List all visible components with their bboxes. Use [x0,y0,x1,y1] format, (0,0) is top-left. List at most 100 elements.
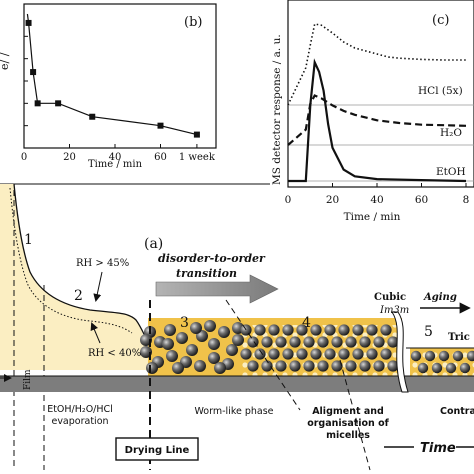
alignment-label-3: micelles [326,430,370,441]
x-tick-label: 40 [109,152,122,163]
micelle [331,360,343,372]
micelle [338,348,350,360]
micelle [431,362,443,374]
micelle [172,362,184,374]
transition-label-1: disorder-to-order [158,252,266,265]
rh-low-label: RH < 40% [88,348,141,359]
micelle [268,324,280,336]
alignment-label-1: Aligment and [312,406,384,417]
x-tick-label: 60 [415,194,428,206]
time-label: Time [420,441,456,456]
worm-like-label: Worm-like phase [194,406,273,417]
data-point [157,122,164,129]
cubic-label: Cubic [374,292,406,303]
micelle [162,338,174,350]
data-point [193,131,200,138]
micelle [254,324,266,336]
micelle [289,336,301,348]
micelle [466,350,474,362]
micelle [176,332,188,344]
micelle [438,350,450,362]
micelle [331,336,343,348]
rh-low-arrow [90,322,101,344]
micelle [268,348,280,360]
alignment-label-2: organisation of [307,418,389,429]
panel-a-schematic: 1 2 3 4 5 (a) RH > 45% RH < 40% disorder… [0,183,474,471]
micelle [366,348,378,360]
x-tick-label: 60 [154,152,167,163]
axis-break-symbol [391,311,409,393]
micelle [214,362,226,374]
film-profile-rh-high [13,183,151,346]
stage-number-5: 5 [424,324,433,340]
stage-divider-4 [339,359,371,471]
x-tick-label: 8 [463,194,470,206]
data-point [34,100,41,107]
micelle [324,324,336,336]
micelle [226,344,238,356]
x-tick-label: 40 [370,194,383,206]
aging-label: Aging [423,292,457,303]
panel-b-ylabel: e/ / [0,52,11,70]
transition-arrow [155,274,279,304]
micelle [352,348,364,360]
cubic-group-label: Im3m [379,305,409,316]
ordered-micelles [240,324,399,372]
evaporation-label-2: evaporation [51,416,108,427]
panel-b-chart: (b) e/ / 0 20 40 60 1 week Time / min [0,3,217,170]
micelle [208,352,220,364]
micelle [261,360,273,372]
micelle [387,336,399,348]
micelle [410,350,422,362]
data-point [30,69,37,76]
micelle [459,362,471,374]
micelle [366,324,378,336]
panel-c-frame [287,0,474,188]
micelle [240,324,252,336]
x-tick-label: 20 [63,152,76,163]
panel-b-points [25,19,200,138]
micelle [317,360,329,372]
micelle [387,360,399,372]
micelle [324,348,336,360]
legend-h2o: H₂O [440,127,462,139]
evaporation-label-1: EtOH/H₂O/HCl [47,404,113,415]
micelle [296,348,308,360]
micelle [282,324,294,336]
data-point [55,100,62,107]
legend-hcl: HCl (5x) [418,85,463,97]
micelle [303,336,315,348]
stage-number-4: 4 [302,315,311,331]
micelle [232,334,244,346]
panel-c-xlabel: Time / min [344,211,401,223]
micelle [445,362,457,374]
panel-b-xticks: 0 20 40 60 1 week [21,144,216,163]
micelle [296,324,308,336]
panel-c-xticks: 0 20 40 60 8 [285,183,470,206]
x-tick-label: 20 [326,194,339,206]
micelle [317,336,329,348]
contraction-label: Contract [440,406,474,417]
micelle [310,324,322,336]
micelle [380,348,392,360]
series-line-etoh [288,58,467,183]
tric-label: Tric [448,332,470,343]
panel-b-frame [23,3,217,149]
micelle [275,336,287,348]
micelle [186,344,198,356]
micelle [254,348,266,360]
micelle [146,362,158,374]
stage-divider-3 [225,299,301,411]
panel-c-label: (c) [432,13,449,28]
rh-high-arrow [93,271,103,302]
micelle [164,324,176,336]
panel-c-ylabel: MS detector response / a. u. [271,34,283,185]
micelle [303,360,315,372]
micelle [380,324,392,336]
micelle [190,322,202,334]
micelle [194,360,206,372]
micelle [345,360,357,372]
micelle [373,360,385,372]
micelle [208,338,220,350]
